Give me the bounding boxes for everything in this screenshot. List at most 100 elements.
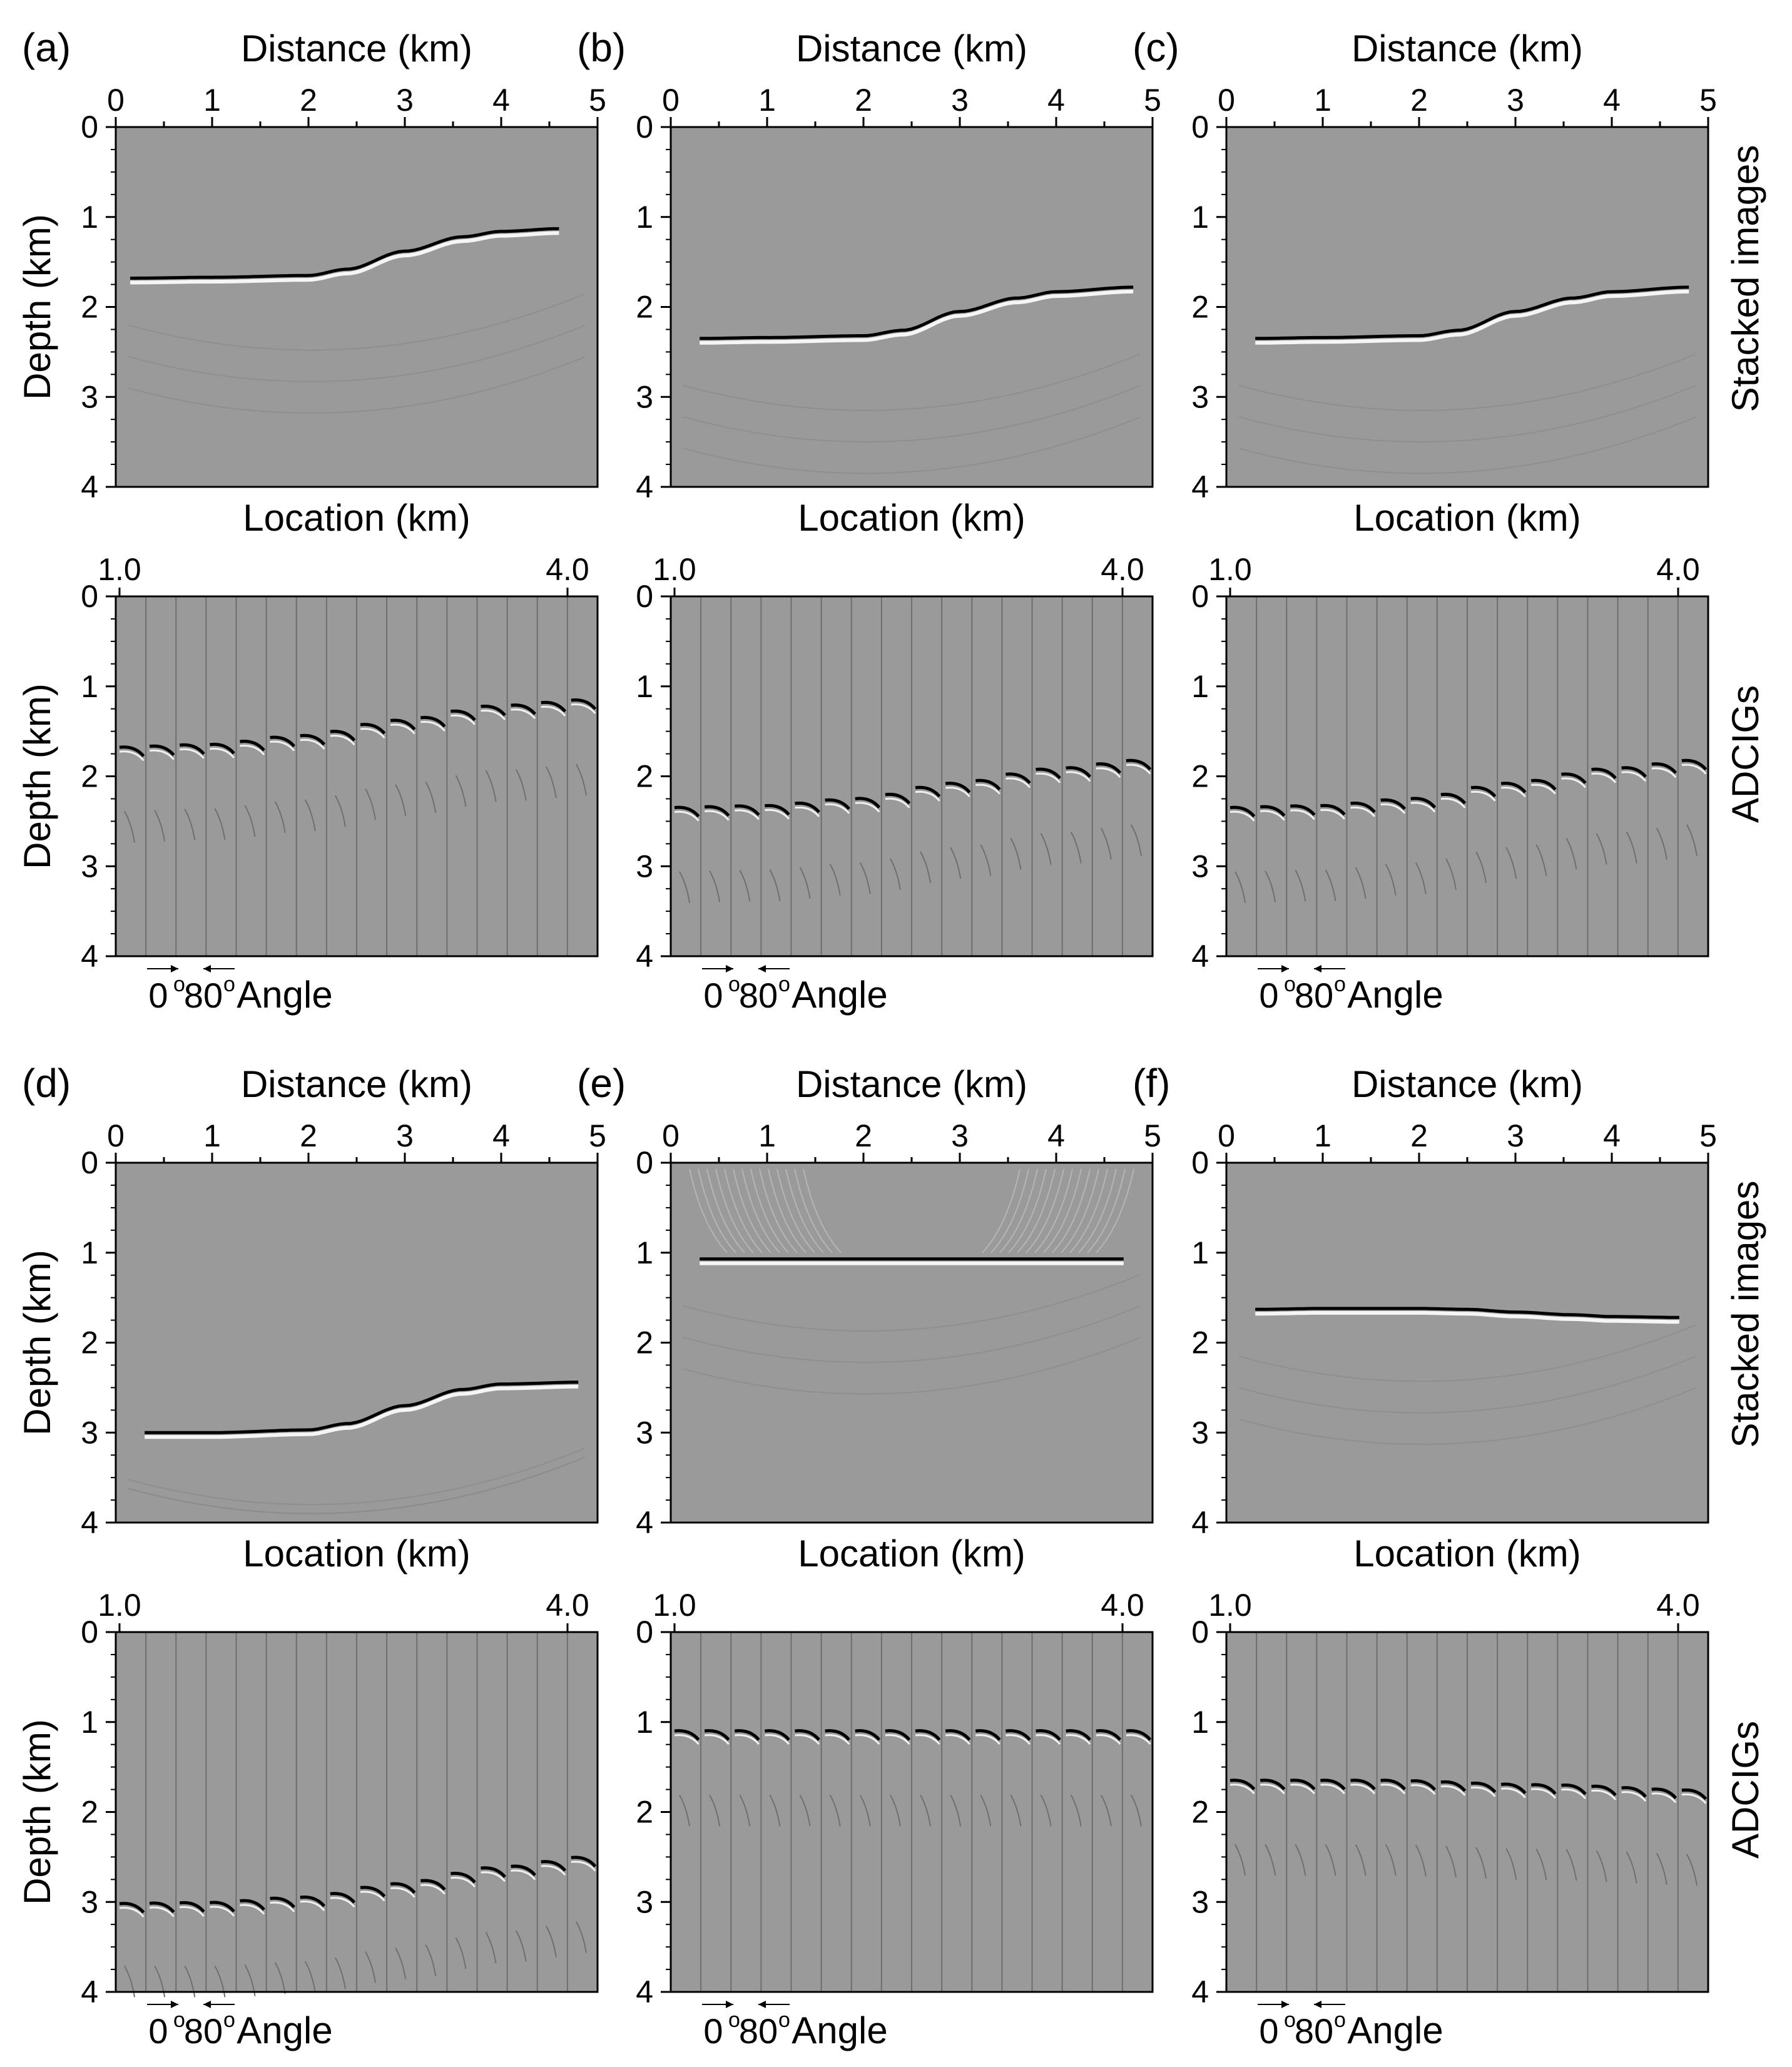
artifact-curve xyxy=(683,353,1141,411)
gather-artifact xyxy=(679,1794,691,1827)
gather-artifact xyxy=(1235,1844,1246,1876)
y-tick-label: 3 xyxy=(636,1415,653,1450)
gather-event xyxy=(1530,778,1557,791)
gather-event-highlight xyxy=(210,1906,235,1917)
y-tick-label: 1 xyxy=(81,200,98,235)
angle-arrowhead-left xyxy=(1314,2001,1321,2008)
gather-event-highlight xyxy=(1290,809,1315,820)
gather-artifact xyxy=(1596,1850,1607,1882)
y-tick-label: 4 xyxy=(81,939,98,974)
gather-event xyxy=(825,798,851,810)
gather-event xyxy=(1500,782,1527,794)
gather-event-highlight xyxy=(1126,1734,1151,1745)
x-tick-label: 1 xyxy=(758,83,776,118)
artifact-smile xyxy=(1043,1168,1082,1253)
gather-event-highlight xyxy=(481,1871,506,1882)
artifact-smile xyxy=(794,1168,833,1253)
gather-artifact xyxy=(274,801,286,833)
gather-event xyxy=(390,1882,416,1894)
gather-event-highlight xyxy=(119,750,145,762)
x-tick-label: 0 xyxy=(1218,1118,1235,1153)
gather-artifact xyxy=(335,795,346,827)
angle-arrowhead-left xyxy=(758,965,766,972)
gather-artifact xyxy=(1325,1844,1336,1876)
y-tick-label: 4 xyxy=(81,1974,98,2009)
artifact-smile xyxy=(990,1168,1029,1253)
x-tick-label: 5 xyxy=(589,83,606,118)
y-tick-label: 4 xyxy=(1191,939,1209,974)
gather-event xyxy=(1036,1729,1061,1741)
x-tick-label: 4.0 xyxy=(1101,1588,1144,1623)
gather-event-highlight xyxy=(765,809,790,820)
gather-artifact xyxy=(485,1931,497,1964)
y-tick-label: 0 xyxy=(81,1145,98,1180)
gather-artifact xyxy=(1445,1845,1457,1878)
gather-event-highlight xyxy=(300,1901,325,1912)
gather-event-highlight xyxy=(1126,763,1151,775)
artifact-smile xyxy=(1069,1168,1108,1253)
gather-artifact xyxy=(1475,851,1487,884)
gather-artifact xyxy=(1040,833,1052,865)
row-label-stacked-bottom: Stacked images xyxy=(1724,1181,1766,1448)
artifact-curve xyxy=(128,1447,586,1506)
angle-axis-label: Angle xyxy=(792,974,887,1016)
gather-event-highlight xyxy=(511,708,536,720)
y-tick-label: 1 xyxy=(81,669,98,704)
x-tick-label: 2 xyxy=(1410,1118,1428,1153)
x-tick-label: 3 xyxy=(1507,83,1524,118)
row-label-adcigs-bottom: ADCIGs xyxy=(1724,1721,1766,1859)
gather-artifact xyxy=(980,844,992,876)
gather-event-highlight xyxy=(704,1734,730,1745)
artifact-smile xyxy=(803,1168,842,1253)
x-tick-label: 0 xyxy=(662,83,680,118)
gather-event xyxy=(1126,1729,1152,1741)
gather-artifact xyxy=(455,775,467,807)
x-tick-label: 0 xyxy=(1218,83,1235,118)
y-tick-label: 1 xyxy=(636,669,653,704)
gather-event xyxy=(179,743,205,755)
gather-artifact xyxy=(1325,869,1336,901)
angle-degree-sign: o xyxy=(728,2008,740,2032)
gather-event xyxy=(1126,758,1152,771)
gather-event xyxy=(795,1729,820,1741)
gather-event xyxy=(1621,766,1647,778)
x-tick-label: 3 xyxy=(951,83,969,118)
angle-degree-sign: o xyxy=(778,972,790,996)
panel-letter: (d) xyxy=(22,1061,71,1106)
x-tick-label: 4 xyxy=(492,1118,510,1153)
angle-arrowhead-left xyxy=(1314,965,1321,972)
angle-degree-sign: o xyxy=(1284,972,1296,996)
x-tick-label: 1 xyxy=(203,1118,221,1153)
gather-event xyxy=(885,792,911,805)
x-tick-label: 5 xyxy=(1699,83,1717,118)
gather-artifact xyxy=(515,768,527,801)
gather-event-highlight xyxy=(674,1734,700,1745)
reflector-highlight xyxy=(1255,1310,1679,1324)
artifact-curve xyxy=(1238,1387,1696,1445)
y-tick-label: 3 xyxy=(1191,379,1209,414)
x-tick-label: 2 xyxy=(1410,83,1428,118)
angle-axis-label: Angle xyxy=(792,2009,887,2051)
gather-artifact xyxy=(1626,831,1637,864)
gather-event-highlight xyxy=(1651,767,1677,778)
gather-artifact xyxy=(1385,864,1397,896)
gather-event xyxy=(1440,792,1467,805)
artifact-smile xyxy=(715,1168,754,1253)
x-tick-label: 1 xyxy=(1314,1118,1331,1153)
x-tick-label: 1 xyxy=(203,83,221,118)
x-tick-label: 3 xyxy=(396,83,414,118)
gather-event xyxy=(1229,805,1256,818)
gather-event-highlight xyxy=(1410,1784,1436,1795)
gather-event xyxy=(885,1729,911,1741)
gather-event-highlight xyxy=(330,1897,355,1908)
gather-event-highlight xyxy=(420,721,445,732)
panel-letter: (c) xyxy=(1133,25,1179,70)
artifact-curve xyxy=(128,1456,586,1514)
gather-event xyxy=(704,1729,730,1741)
gather-event-highlight xyxy=(855,1734,880,1745)
artifact-curve xyxy=(1238,1355,1696,1414)
artifact-smile xyxy=(689,1168,728,1253)
gather-artifact xyxy=(365,788,377,820)
image-background xyxy=(671,127,1153,487)
